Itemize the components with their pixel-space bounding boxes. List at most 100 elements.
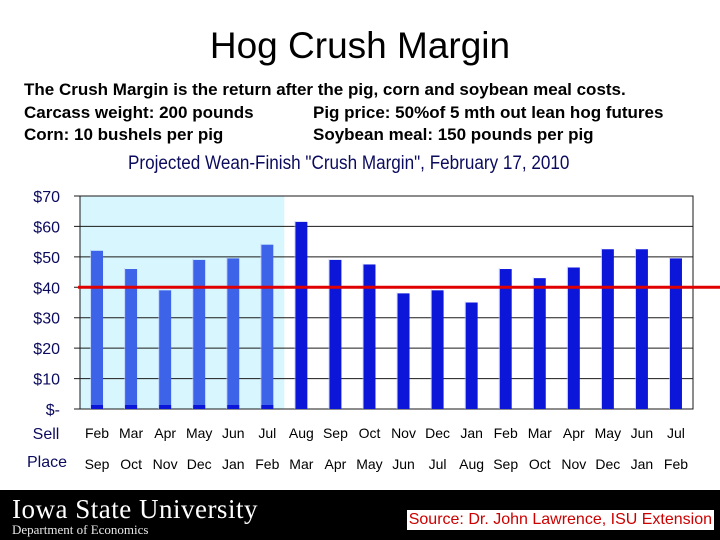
bar bbox=[499, 269, 512, 409]
sell-month-label: Feb bbox=[85, 425, 109, 441]
bar-highlight bbox=[124, 268, 126, 409]
place-month-label: Dec bbox=[595, 456, 620, 472]
sell-month-label: Feb bbox=[494, 425, 518, 441]
place-month-label: Nov bbox=[153, 456, 178, 472]
sell-month-label: Nov bbox=[391, 425, 416, 441]
sell-month-label: May bbox=[595, 425, 621, 441]
sell-month-label: Apr bbox=[563, 425, 585, 441]
y-tick-label: $30 bbox=[33, 311, 60, 328]
bar-base bbox=[261, 405, 274, 409]
shaded-region bbox=[80, 196, 285, 409]
bar-base bbox=[193, 405, 206, 409]
sell-month-label: Jun bbox=[631, 425, 654, 441]
sell-month-label: Jan bbox=[460, 425, 483, 441]
bar-highlight bbox=[362, 263, 364, 409]
desc-corn: Corn: 10 bushels per pig bbox=[24, 125, 224, 144]
place-month-label: Sep bbox=[493, 456, 518, 472]
desc-crush-margin: The Crush Margin is the return after the… bbox=[24, 80, 626, 99]
bar bbox=[669, 258, 682, 409]
place-month-label: Oct bbox=[120, 456, 142, 472]
bar-highlight bbox=[498, 268, 500, 409]
bar-highlight bbox=[566, 266, 568, 409]
sell-month-label: May bbox=[186, 425, 212, 441]
department-name: Department of Economics bbox=[12, 522, 149, 537]
sell-month-label: Jun bbox=[222, 425, 245, 441]
bar-highlight bbox=[430, 289, 432, 409]
bar-base bbox=[125, 405, 138, 409]
place-month-label: Sep bbox=[85, 456, 110, 472]
y-tick-label: $60 bbox=[33, 219, 60, 236]
bar-highlight bbox=[668, 257, 670, 409]
y-tick-label: $10 bbox=[33, 372, 60, 389]
bar bbox=[329, 259, 342, 409]
sell-month-label: Sep bbox=[323, 425, 348, 441]
place-month-label: Oct bbox=[529, 456, 551, 472]
source-note: Source: Dr. John Lawrence, ISU Extension bbox=[406, 510, 714, 530]
bar-highlight bbox=[192, 258, 194, 409]
bar bbox=[295, 221, 308, 409]
sell-row-label: Sell bbox=[33, 426, 60, 443]
place-month-label: Jan bbox=[222, 456, 245, 472]
y-tick-label: $40 bbox=[33, 280, 60, 297]
desc-carcass-weight: Carcass weight: 200 pounds bbox=[24, 103, 254, 122]
bar-highlight bbox=[294, 220, 296, 409]
y-tick-label: $- bbox=[46, 402, 60, 419]
bar bbox=[635, 249, 648, 409]
slide-title: Hog Crush Margin bbox=[209, 25, 511, 66]
bar-highlight bbox=[226, 257, 228, 409]
sell-month-label: Apr bbox=[154, 425, 176, 441]
sell-month-label: Dec bbox=[425, 425, 450, 441]
bar-highlight bbox=[532, 277, 534, 409]
place-month-label: Apr bbox=[325, 456, 347, 472]
y-tick-label: $70 bbox=[33, 189, 60, 206]
bar-highlight bbox=[260, 243, 262, 409]
place-month-label: Jan bbox=[631, 456, 654, 472]
place-month-label: Aug bbox=[459, 456, 484, 472]
bar bbox=[431, 290, 444, 409]
bar bbox=[227, 258, 240, 409]
chart-title: Projected Wean-Finish "Crush Margin", Fe… bbox=[128, 153, 570, 174]
bar-highlight bbox=[634, 248, 636, 409]
sell-month-label: Mar bbox=[119, 425, 143, 441]
bar-highlight bbox=[90, 249, 92, 409]
sell-month-label: Jul bbox=[667, 425, 685, 441]
bar bbox=[193, 259, 206, 409]
footer-bar: Iowa State University Department of Econ… bbox=[0, 490, 720, 540]
bar bbox=[159, 290, 172, 409]
bar bbox=[261, 244, 274, 409]
bar bbox=[125, 269, 138, 409]
y-tick-label: $20 bbox=[33, 341, 60, 358]
place-month-label: Jul bbox=[429, 456, 447, 472]
sell-month-label: Mar bbox=[528, 425, 552, 441]
place-month-label: Jun bbox=[392, 456, 415, 472]
bar bbox=[397, 293, 410, 409]
y-tick-label: $50 bbox=[33, 250, 60, 267]
bar-highlight bbox=[328, 258, 330, 409]
place-month-label: Dec bbox=[187, 456, 212, 472]
bar-highlight bbox=[396, 292, 398, 409]
bar-base bbox=[91, 405, 104, 409]
bar bbox=[567, 267, 580, 409]
place-month-label: Feb bbox=[255, 456, 279, 472]
desc-pig-price: Pig price: 50%of 5 mth out lean hog futu… bbox=[313, 103, 664, 122]
bar bbox=[91, 250, 104, 409]
bar bbox=[601, 249, 614, 409]
bar-highlight bbox=[464, 301, 466, 409]
bar-base bbox=[159, 405, 172, 409]
place-month-label: Nov bbox=[561, 456, 586, 472]
sell-month-label: Aug bbox=[289, 425, 314, 441]
place-month-label: Feb bbox=[664, 456, 688, 472]
sell-month-label: Oct bbox=[359, 425, 381, 441]
bar-highlight bbox=[600, 248, 602, 409]
bar-base bbox=[227, 405, 240, 409]
university-logo: Iowa State University bbox=[12, 494, 258, 524]
crush-margin-chart: $- $10 $20 $30 $40 $50 $60 $70 Feb Mar Apr May Jun Ju… bbox=[27, 189, 720, 472]
place-row-label: Place bbox=[27, 454, 67, 471]
place-month-label: May bbox=[356, 456, 382, 472]
bar-highlight bbox=[158, 289, 160, 409]
bar bbox=[465, 302, 478, 409]
desc-soybean-meal: Soybean meal: 150 pounds per pig bbox=[313, 125, 594, 144]
bar bbox=[363, 264, 376, 409]
bar bbox=[533, 278, 546, 409]
place-month-label: Mar bbox=[289, 456, 313, 472]
